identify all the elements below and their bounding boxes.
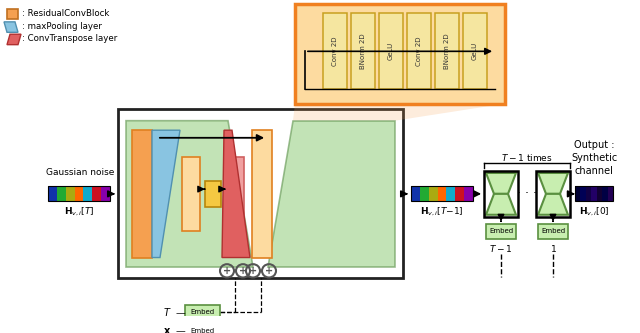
Text: $T-1$: $T-1$ (489, 242, 513, 253)
Text: GeLU: GeLU (472, 42, 478, 61)
FancyBboxPatch shape (205, 180, 221, 207)
FancyBboxPatch shape (486, 224, 516, 238)
FancyBboxPatch shape (411, 186, 420, 201)
Text: $\mathbf{x}$  —: $\mathbf{x}$ — (163, 326, 187, 333)
FancyBboxPatch shape (252, 130, 272, 257)
Polygon shape (538, 173, 568, 194)
FancyBboxPatch shape (66, 186, 75, 201)
Polygon shape (293, 104, 505, 121)
Text: Output :
Synthetic
channel: Output : Synthetic channel (571, 140, 617, 176)
Text: : ResidualConvBlock: : ResidualConvBlock (22, 9, 109, 18)
Text: : ConvTranspose layer: : ConvTranspose layer (22, 34, 117, 44)
Text: : maxPooling layer: : maxPooling layer (22, 22, 102, 31)
Text: GeLU: GeLU (388, 42, 394, 61)
Text: +: + (249, 266, 257, 276)
FancyBboxPatch shape (379, 13, 403, 89)
FancyBboxPatch shape (226, 157, 244, 231)
Text: Conv 2D: Conv 2D (332, 37, 338, 66)
FancyBboxPatch shape (420, 186, 429, 201)
Text: Embed: Embed (489, 228, 513, 234)
FancyBboxPatch shape (580, 186, 586, 201)
FancyBboxPatch shape (438, 186, 447, 201)
FancyBboxPatch shape (351, 13, 375, 89)
Polygon shape (126, 121, 253, 267)
FancyBboxPatch shape (118, 109, 403, 278)
FancyBboxPatch shape (607, 186, 613, 201)
Polygon shape (4, 22, 18, 32)
FancyBboxPatch shape (48, 186, 57, 201)
Text: Embed: Embed (191, 309, 214, 315)
Text: +: + (223, 266, 231, 276)
Text: +: + (265, 266, 273, 276)
FancyBboxPatch shape (596, 186, 602, 201)
FancyBboxPatch shape (185, 305, 220, 319)
Text: $1$: $1$ (550, 242, 556, 253)
FancyBboxPatch shape (575, 186, 580, 201)
Polygon shape (7, 34, 21, 45)
Polygon shape (486, 173, 516, 194)
Text: Embed: Embed (191, 328, 214, 333)
Text: Embed: Embed (541, 228, 565, 234)
FancyBboxPatch shape (92, 186, 101, 201)
FancyBboxPatch shape (538, 224, 568, 238)
FancyBboxPatch shape (57, 186, 66, 201)
Polygon shape (538, 194, 568, 215)
Text: +: + (239, 266, 247, 276)
Text: BNorm 2D: BNorm 2D (360, 34, 366, 69)
FancyBboxPatch shape (407, 13, 431, 89)
FancyBboxPatch shape (132, 130, 152, 257)
Text: $\mathbf{H}_{v,i}[T]$: $\mathbf{H}_{v,i}[T]$ (64, 206, 94, 218)
Text: Gaussian noise: Gaussian noise (46, 168, 115, 177)
Text: BNorm 2D: BNorm 2D (444, 34, 450, 69)
Polygon shape (152, 130, 180, 257)
Polygon shape (268, 121, 395, 267)
Polygon shape (222, 130, 250, 257)
FancyBboxPatch shape (185, 324, 220, 333)
Text: · · ·: · · · (517, 187, 537, 200)
FancyBboxPatch shape (75, 186, 83, 201)
FancyBboxPatch shape (295, 4, 505, 104)
FancyBboxPatch shape (447, 186, 455, 201)
Text: $\mathbf{H}_{v,i}[T{-}1]$: $\mathbf{H}_{v,i}[T{-}1]$ (420, 206, 464, 218)
FancyBboxPatch shape (83, 186, 92, 201)
FancyBboxPatch shape (101, 186, 110, 201)
Text: $T$  —: $T$ — (163, 306, 186, 318)
FancyBboxPatch shape (586, 186, 591, 201)
FancyBboxPatch shape (463, 13, 487, 89)
FancyBboxPatch shape (435, 13, 459, 89)
FancyBboxPatch shape (464, 186, 473, 201)
Polygon shape (486, 194, 516, 215)
FancyBboxPatch shape (7, 9, 18, 19)
Text: Conv 2D: Conv 2D (416, 37, 422, 66)
Text: $T - 1$ times: $T - 1$ times (501, 152, 553, 163)
FancyBboxPatch shape (602, 186, 607, 201)
FancyBboxPatch shape (591, 186, 596, 201)
Text: $\mathbf{H}_{v,i}[0]$: $\mathbf{H}_{v,i}[0]$ (579, 206, 609, 218)
FancyBboxPatch shape (455, 186, 464, 201)
FancyBboxPatch shape (429, 186, 438, 201)
FancyBboxPatch shape (182, 157, 200, 231)
FancyBboxPatch shape (323, 13, 347, 89)
